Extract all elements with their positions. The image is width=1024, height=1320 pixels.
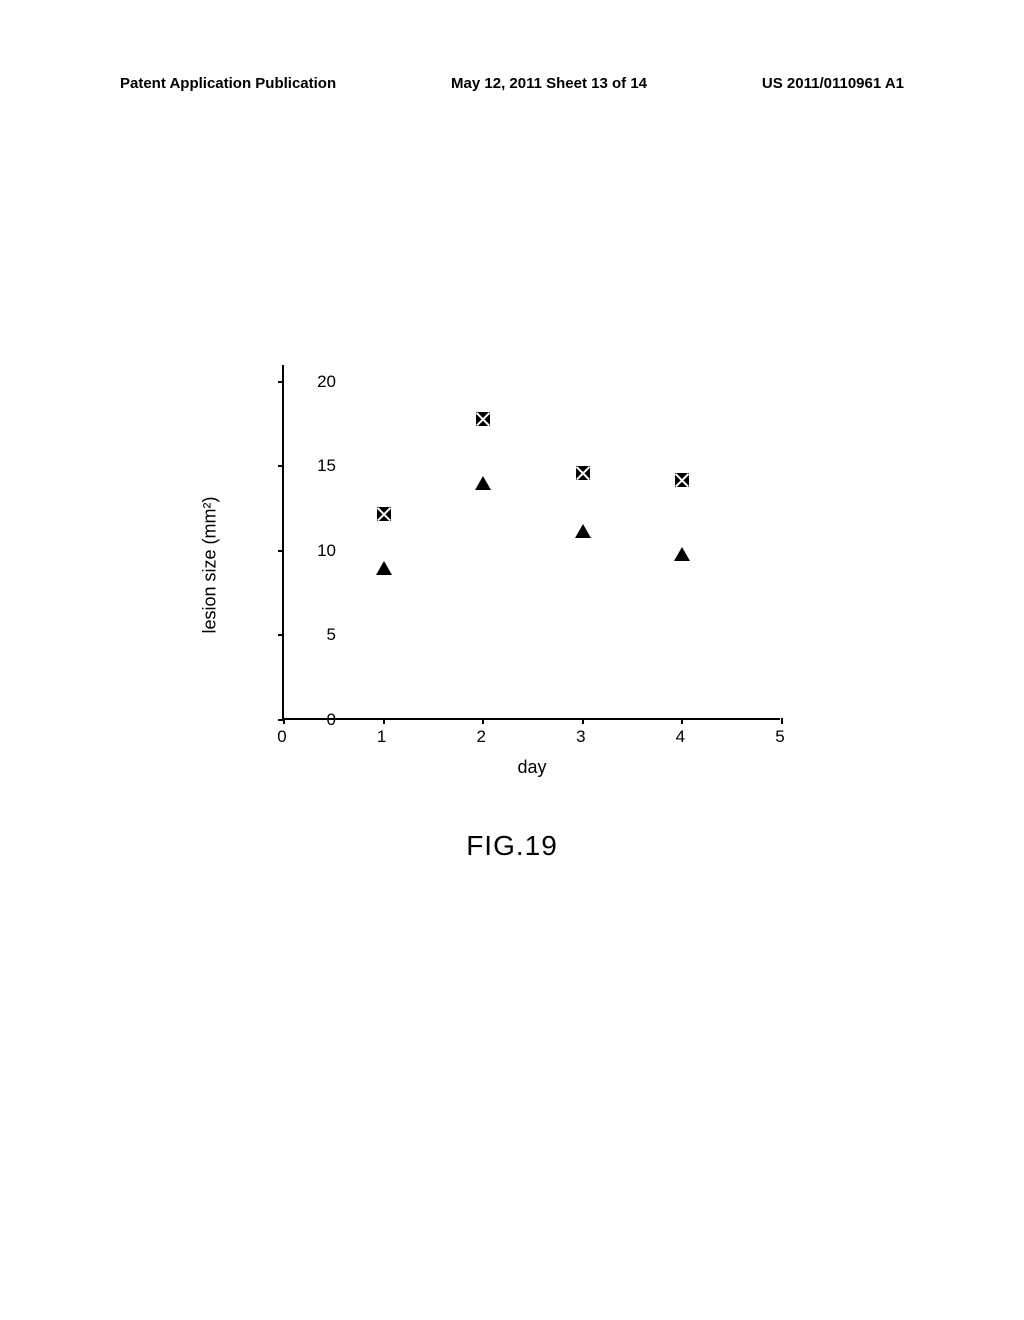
y-tick: [278, 550, 284, 552]
header-left: Patent Application Publication: [120, 75, 336, 92]
marker-square: [476, 412, 490, 426]
x-tick-label: 4: [676, 727, 685, 747]
x-tick: [582, 718, 584, 724]
marker-square: [675, 473, 689, 487]
figure-label: FIG.19: [466, 830, 558, 862]
marker-square: [377, 507, 391, 521]
y-tick: [278, 634, 284, 636]
marker-triangle: [475, 476, 491, 490]
plot-area: day: [282, 365, 780, 720]
y-tick-label: 0: [327, 710, 336, 730]
header-center: May 12, 2011 Sheet 13 of 14: [451, 75, 647, 92]
x-tick-label: 0: [277, 727, 286, 747]
x-tick-label: 3: [576, 727, 585, 747]
x-tick-label: 1: [377, 727, 386, 747]
scatter-chart: lesion size (mm²) day 05101520012345: [220, 365, 780, 765]
x-tick: [781, 718, 783, 724]
y-axis-title: lesion size (mm²): [200, 496, 221, 633]
marker-square: [576, 466, 590, 480]
x-tick: [283, 718, 285, 724]
x-tick-label: 2: [476, 727, 485, 747]
x-axis-title: day: [517, 757, 546, 778]
y-tick-label: 20: [317, 372, 336, 392]
page-header: Patent Application Publication May 12, 2…: [0, 75, 1024, 92]
y-tick-label: 10: [317, 541, 336, 561]
y-tick: [278, 465, 284, 467]
x-tick: [482, 718, 484, 724]
marker-triangle: [575, 524, 591, 538]
y-tick-label: 15: [317, 456, 336, 476]
header-right: US 2011/0110961 A1: [762, 75, 904, 92]
marker-triangle: [376, 561, 392, 575]
marker-triangle: [674, 547, 690, 561]
x-tick-label: 5: [775, 727, 784, 747]
x-tick: [681, 718, 683, 724]
y-tick: [278, 381, 284, 383]
y-tick-label: 5: [327, 625, 336, 645]
x-tick: [383, 718, 385, 724]
